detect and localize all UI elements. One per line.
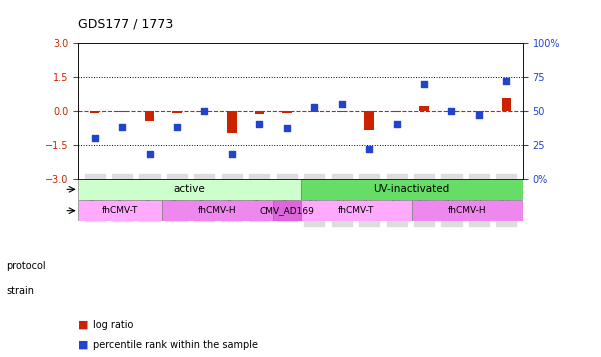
Text: ■: ■ — [78, 340, 88, 350]
Point — [419, 81, 429, 86]
Bar — [364, 111, 374, 130]
Point — [392, 121, 401, 127]
Text: fhCMV-T: fhCMV-T — [338, 206, 374, 215]
Text: fhCMV-H: fhCMV-H — [448, 206, 487, 215]
FancyBboxPatch shape — [300, 178, 523, 200]
FancyBboxPatch shape — [78, 178, 300, 200]
Point — [227, 151, 237, 157]
Text: ■: ■ — [78, 320, 88, 330]
Bar — [474, 111, 484, 112]
FancyBboxPatch shape — [273, 200, 300, 221]
Point — [145, 151, 154, 157]
Bar — [90, 111, 99, 113]
Bar — [227, 111, 237, 134]
FancyBboxPatch shape — [300, 200, 412, 221]
Bar — [447, 111, 456, 112]
FancyBboxPatch shape — [412, 200, 523, 221]
Text: strain: strain — [6, 286, 34, 296]
Bar — [282, 111, 291, 113]
FancyBboxPatch shape — [78, 200, 162, 221]
Bar — [392, 111, 401, 112]
Bar — [200, 111, 209, 112]
Text: fhCMV-T: fhCMV-T — [102, 206, 138, 215]
Point — [337, 101, 347, 107]
Text: GDS177 / 1773: GDS177 / 1773 — [78, 17, 173, 30]
Text: percentile rank within the sample: percentile rank within the sample — [93, 340, 258, 350]
Bar — [145, 111, 154, 121]
Bar — [117, 111, 127, 112]
Point — [282, 126, 291, 131]
Bar — [172, 111, 182, 113]
Point — [172, 124, 182, 130]
Bar — [254, 111, 264, 114]
Point — [254, 121, 264, 127]
Point — [502, 78, 511, 84]
Text: active: active — [174, 184, 205, 194]
Point — [447, 108, 456, 114]
Point — [200, 108, 209, 114]
Text: fhCMV-H: fhCMV-H — [198, 206, 236, 215]
Point — [90, 135, 99, 141]
Bar — [419, 106, 429, 111]
FancyBboxPatch shape — [162, 200, 273, 221]
Text: UV-inactivated: UV-inactivated — [374, 184, 450, 194]
Point — [310, 104, 319, 110]
Point — [117, 124, 127, 130]
Point — [474, 112, 484, 118]
Point — [364, 146, 374, 152]
Text: CMV_AD169: CMV_AD169 — [259, 206, 314, 215]
Bar — [337, 111, 347, 112]
Bar — [502, 98, 511, 111]
Bar — [310, 111, 319, 112]
Text: protocol: protocol — [6, 261, 46, 271]
Text: log ratio: log ratio — [93, 320, 133, 330]
